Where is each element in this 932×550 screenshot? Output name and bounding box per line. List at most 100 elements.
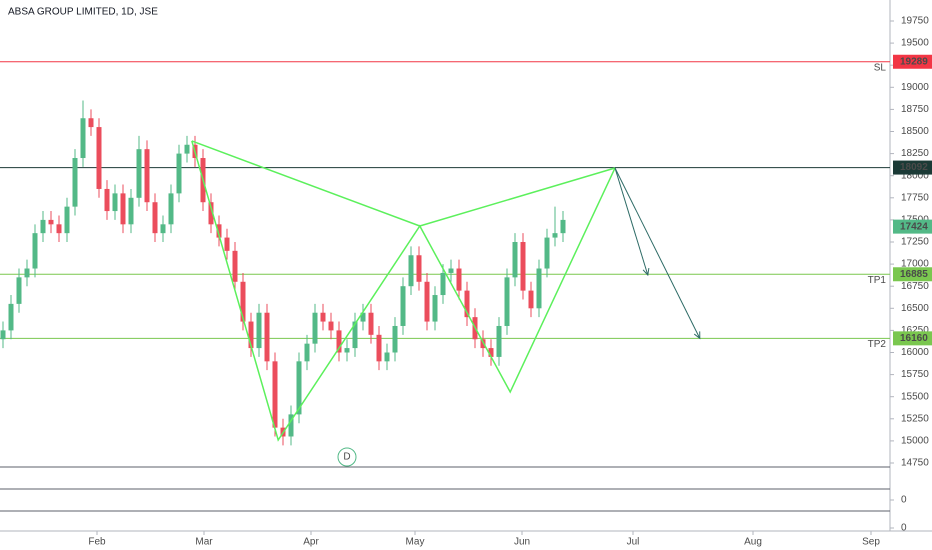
candle-body	[184, 144, 190, 154]
y-tick-label: 18250	[901, 148, 929, 159]
y-tick-label: 15000	[901, 436, 929, 447]
price-box-label: 16885	[900, 269, 928, 280]
x-tick-label: May	[406, 537, 425, 548]
price-box	[893, 219, 932, 234]
candle-body	[256, 312, 262, 349]
candle-body	[368, 312, 374, 335]
candle-body	[344, 348, 350, 353]
candle-body	[448, 268, 454, 273]
candle-body	[312, 312, 318, 344]
candle-body	[456, 268, 462, 291]
candle-body	[288, 414, 294, 437]
x-tick-label: Mar	[195, 537, 213, 548]
candle-body	[40, 219, 46, 234]
pattern-line	[419, 167, 616, 227]
candle-body	[408, 255, 414, 287]
y-tick-label: 18750	[901, 104, 929, 115]
candle-body	[376, 334, 382, 362]
sub-pane-tick-label: 0	[901, 523, 907, 534]
level-label: TP1	[868, 275, 887, 286]
x-tick-label: Feb	[88, 537, 106, 548]
y-tick-label: 17000	[901, 259, 929, 270]
candle-body	[104, 188, 110, 212]
candle-body	[24, 268, 30, 278]
x-tick-label: Aug	[744, 537, 762, 548]
y-tick-label: 19500	[901, 38, 929, 49]
arrow-head	[642, 267, 650, 277]
candle-body	[400, 286, 406, 326]
projection-arrow	[614, 167, 649, 276]
candle-body	[440, 272, 446, 296]
y-tick-label: 17250	[901, 237, 929, 248]
sub-pane-tick-label: 0	[901, 495, 907, 506]
price-box-label: 19289	[900, 56, 928, 67]
marker-label: D	[343, 452, 350, 463]
candle-body	[320, 312, 326, 322]
candle-body	[168, 193, 174, 225]
candle-body	[496, 325, 502, 357]
candle-body	[136, 149, 142, 198]
candle-body	[528, 290, 534, 309]
projection-arrow	[614, 167, 701, 339]
candle-body	[552, 233, 558, 238]
candle-body	[8, 303, 14, 331]
y-tick-label: 18500	[901, 126, 929, 137]
candle-body	[208, 202, 214, 225]
y-tick-label: 19000	[901, 82, 929, 93]
y-tick-label: 15250	[901, 413, 929, 424]
candle-body	[128, 197, 134, 225]
price-box-label: 17424	[900, 221, 928, 232]
pattern-line	[191, 140, 421, 227]
price-box	[893, 160, 932, 175]
candle-body	[72, 158, 78, 207]
level-label: SL	[874, 62, 887, 73]
price-box	[893, 54, 932, 69]
candle-body	[336, 330, 342, 353]
candle-body	[96, 127, 102, 189]
marker-circle	[337, 447, 357, 467]
candle-body	[240, 281, 246, 322]
candle-body	[0, 330, 6, 340]
candle-body	[144, 149, 150, 203]
candle-body	[328, 321, 334, 331]
y-tick-label: 19750	[901, 16, 929, 27]
candle-body	[424, 281, 430, 322]
y-tick-label: 16500	[901, 303, 929, 314]
candle-body	[488, 348, 494, 357]
x-tick-label: Jun	[514, 537, 530, 548]
candle-body	[520, 242, 526, 291]
candle-body	[512, 242, 518, 278]
candle-body	[248, 321, 254, 349]
candle-body	[64, 206, 70, 234]
price-box	[893, 331, 932, 346]
candle-body	[112, 193, 118, 212]
candle-body	[384, 352, 390, 362]
candle-body	[480, 339, 486, 349]
candle-body	[32, 233, 38, 269]
candle-body	[272, 361, 278, 428]
x-tick-label: Jul	[627, 537, 640, 548]
candle-body	[16, 277, 22, 304]
y-tick-label: 16000	[901, 347, 929, 358]
price-box-label: 18092	[900, 162, 928, 173]
y-tick-label: 18000	[901, 170, 929, 181]
y-tick-label: 17750	[901, 192, 929, 203]
y-tick-label: 16250	[901, 325, 929, 336]
candle-body	[560, 219, 566, 234]
y-tick-label: 15750	[901, 369, 929, 380]
price-box-label: 16160	[900, 333, 928, 344]
candle-body	[504, 277, 510, 326]
candle-body	[432, 295, 438, 322]
y-tick-label: 16750	[901, 281, 929, 292]
x-tick-label: Sep	[862, 537, 880, 548]
arrow-head	[693, 331, 701, 340]
candle-body	[216, 224, 222, 238]
candle-body	[536, 268, 542, 309]
candle-body	[224, 237, 230, 251]
candle-body	[160, 224, 166, 234]
candle-body	[352, 321, 358, 349]
level-label: TP2	[868, 339, 887, 350]
x-tick-label: Apr	[303, 537, 319, 548]
